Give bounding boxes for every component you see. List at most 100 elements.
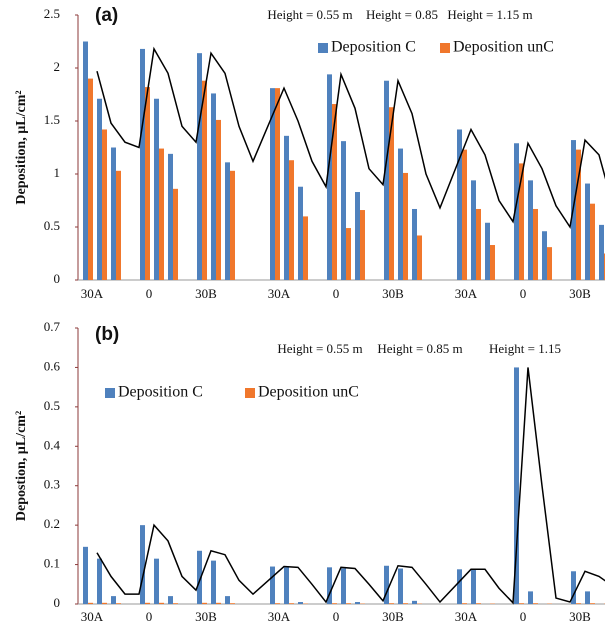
x-tick-label: 30A (455, 609, 478, 624)
legend-label: Deposition C (118, 384, 203, 401)
x-tick-label: 0 (520, 286, 527, 301)
bar (289, 160, 294, 280)
bar (590, 203, 595, 280)
bar (116, 170, 121, 280)
bar (585, 591, 590, 604)
bar (159, 602, 164, 604)
x-tick-label: 30A (268, 609, 291, 624)
bar (355, 602, 360, 604)
y-tick-label: 0.1 (44, 556, 60, 571)
annotation: Height = 0.55 m (277, 341, 362, 356)
bar (173, 603, 178, 604)
x-tick-label: 0 (520, 609, 527, 624)
bar (284, 135, 289, 280)
bar (197, 53, 202, 280)
y-tick-label: 1 (54, 165, 61, 180)
bar (159, 148, 164, 280)
line (96, 46, 605, 229)
bar (398, 148, 403, 280)
bar (590, 603, 595, 604)
panel-label: (a) (95, 5, 118, 26)
bar (327, 74, 332, 280)
bar (476, 603, 481, 604)
y-tick-label: 2 (54, 59, 61, 74)
bar (225, 162, 230, 280)
bar (216, 119, 221, 280)
legend-swatch (318, 43, 328, 53)
bar (398, 568, 403, 604)
x-tick-label: 30B (382, 609, 404, 624)
bar (528, 180, 533, 280)
annotation: Height = 0.85 (366, 7, 438, 22)
x-tick-label: 30B (569, 609, 591, 624)
bar (202, 602, 207, 604)
x-tick-label: 0 (146, 286, 153, 301)
bar (332, 603, 337, 604)
bar (384, 80, 389, 280)
legend-swatch (105, 388, 115, 398)
line (96, 367, 605, 605)
bar (270, 566, 275, 604)
bar (168, 153, 173, 280)
bar (154, 98, 159, 281)
x-tick-label: 30B (195, 609, 217, 624)
panel-label: (b) (95, 324, 119, 345)
bar (346, 603, 351, 604)
legend-swatch (440, 43, 450, 53)
bar (341, 141, 346, 280)
y-tick-label: 0.7 (44, 319, 61, 334)
bar (168, 596, 173, 604)
y-tick-label: 1.5 (44, 112, 60, 127)
bar (576, 603, 581, 604)
bar (275, 88, 280, 280)
y-tick-label: 0.5 (44, 398, 60, 413)
bar (599, 224, 604, 280)
bar (83, 41, 88, 280)
bar (88, 78, 93, 280)
bar (270, 88, 275, 280)
legend-label: Deposition unC (258, 384, 359, 401)
x-tick-label: 30B (382, 286, 404, 301)
bar (384, 565, 389, 604)
bar (230, 603, 235, 604)
bar (485, 222, 490, 280)
bar (230, 170, 235, 280)
annotation: Height = 0.55 m (267, 7, 352, 22)
x-tick-label: 0 (333, 609, 340, 624)
bar (197, 550, 202, 604)
bar (332, 104, 337, 280)
bar (346, 228, 351, 280)
bar (519, 163, 524, 280)
bar (284, 567, 289, 604)
bar (355, 192, 360, 280)
y-tick-label: 2.5 (44, 6, 60, 21)
bar (298, 186, 303, 280)
bar (462, 149, 467, 280)
legend-swatch (245, 388, 255, 398)
bar (211, 560, 216, 604)
bar (542, 231, 547, 280)
legend-label: Deposition C (331, 39, 416, 56)
bar (471, 569, 476, 604)
bar (519, 603, 524, 604)
bar (97, 98, 102, 281)
bar (225, 596, 230, 604)
bar (111, 147, 116, 280)
x-tick-label: 30A (268, 286, 291, 301)
bar (403, 172, 408, 280)
annotation: Height = 1.15 (489, 341, 561, 356)
bar (88, 602, 93, 604)
bar (457, 569, 462, 604)
bar (303, 216, 308, 280)
bar (140, 48, 145, 280)
bar (412, 208, 417, 280)
y-axis-label: Depostion, µL/cm² (14, 411, 29, 521)
y-tick-label: 0.4 (44, 437, 61, 452)
bar (389, 107, 394, 280)
bar (202, 80, 207, 280)
bar (533, 208, 538, 280)
bar (97, 558, 102, 604)
bar (145, 602, 150, 604)
annotation: Height = 0.85 m (377, 341, 462, 356)
